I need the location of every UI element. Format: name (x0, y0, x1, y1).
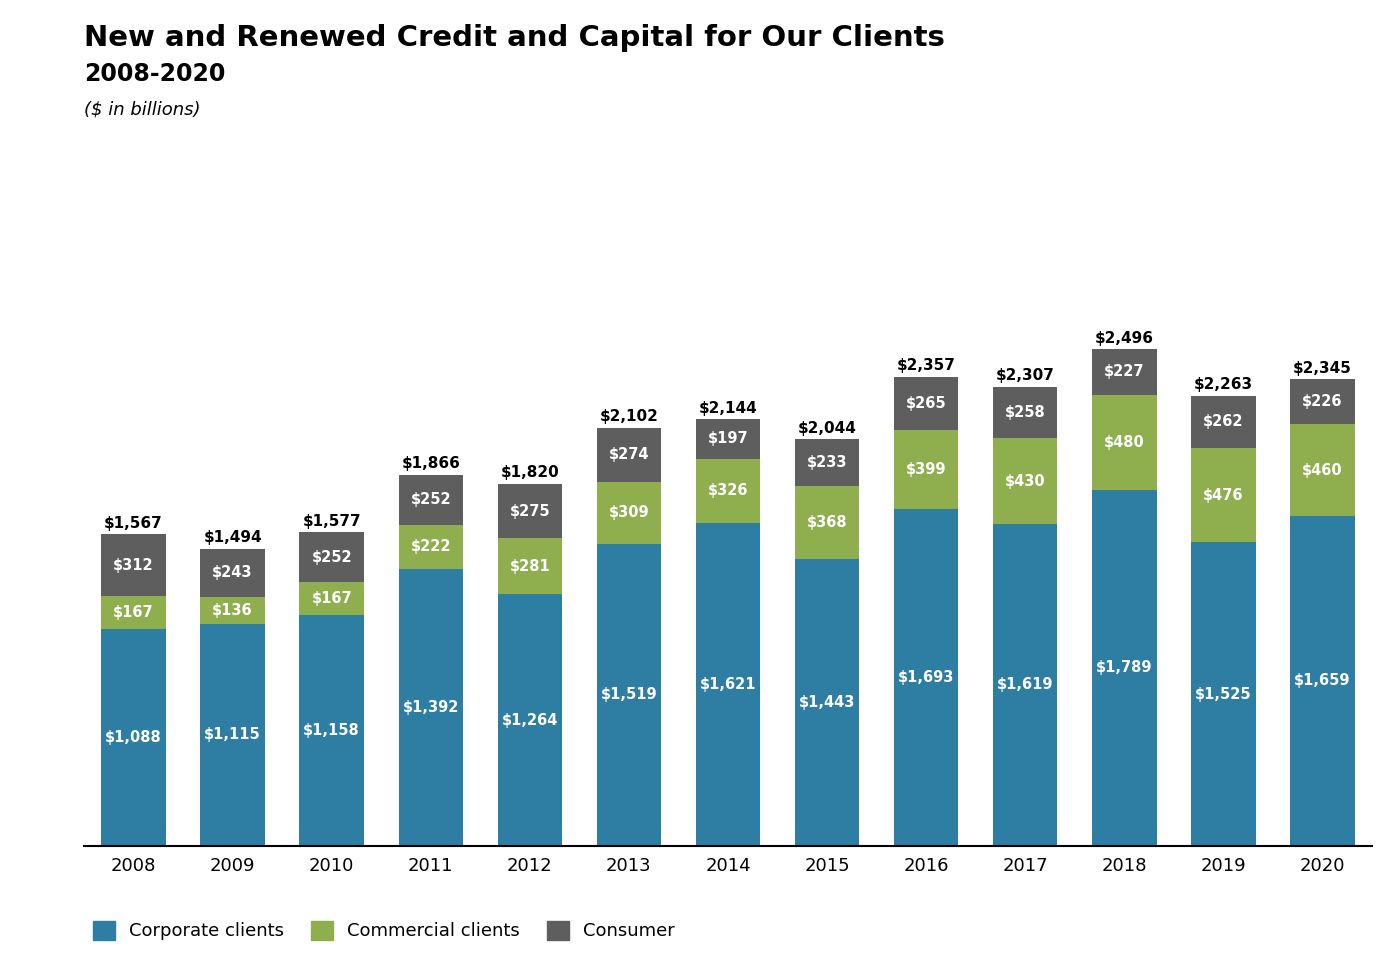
Text: $281: $281 (510, 559, 550, 574)
Bar (399, 475, 463, 525)
Text: $368: $368 (806, 515, 847, 530)
Bar (399, 569, 463, 846)
Text: $1,567: $1,567 (104, 515, 162, 530)
Text: $252: $252 (410, 492, 451, 507)
Text: $1,621: $1,621 (700, 678, 756, 692)
Bar (101, 596, 165, 629)
Bar (1291, 516, 1355, 846)
Text: $1,443: $1,443 (799, 695, 855, 710)
Text: $1,866: $1,866 (402, 456, 461, 471)
Text: $430: $430 (1005, 474, 1046, 488)
Bar (300, 615, 364, 846)
Bar (795, 439, 860, 485)
Text: ($ in billions): ($ in billions) (84, 101, 200, 119)
Text: $2,496: $2,496 (1095, 331, 1154, 346)
Text: $167: $167 (311, 591, 351, 606)
Text: $252: $252 (311, 550, 351, 565)
Bar (101, 534, 165, 596)
Text: $2,357: $2,357 (897, 358, 956, 374)
Bar (1191, 542, 1256, 846)
Legend: Corporate clients, Commercial clients, Consumer: Corporate clients, Commercial clients, C… (92, 921, 675, 941)
Bar (696, 524, 760, 846)
Text: $1,115: $1,115 (204, 727, 260, 742)
Text: $197: $197 (707, 431, 749, 447)
Text: $2,144: $2,144 (699, 401, 757, 416)
Text: $326: $326 (708, 483, 748, 499)
Bar (200, 597, 265, 624)
Text: $233: $233 (806, 455, 847, 470)
Bar (596, 482, 661, 544)
Bar (696, 419, 760, 458)
Bar (1291, 380, 1355, 425)
Bar (1191, 448, 1256, 542)
Text: $2,102: $2,102 (599, 409, 658, 424)
Bar (596, 428, 661, 482)
Text: $274: $274 (609, 448, 650, 462)
Bar (1092, 490, 1156, 846)
Bar (1291, 425, 1355, 516)
Text: $262: $262 (1203, 414, 1243, 430)
Bar (895, 377, 959, 430)
Text: $226: $226 (1302, 394, 1343, 409)
Text: $258: $258 (1005, 406, 1046, 420)
Text: $136: $136 (213, 603, 253, 618)
Bar (300, 582, 364, 615)
Text: $1,693: $1,693 (897, 670, 955, 685)
Text: $1,494: $1,494 (203, 530, 262, 545)
Text: $1,789: $1,789 (1096, 660, 1152, 676)
Text: New and Renewed Credit and Capital for Our Clients: New and Renewed Credit and Capital for O… (84, 24, 945, 52)
Bar (200, 624, 265, 846)
Text: $1,264: $1,264 (501, 712, 559, 727)
Text: $1,619: $1,619 (997, 678, 1053, 692)
Text: $227: $227 (1105, 364, 1145, 380)
Text: $167: $167 (113, 605, 154, 620)
Text: $2,345: $2,345 (1294, 360, 1352, 376)
Text: $2,263: $2,263 (1194, 377, 1253, 392)
Bar (497, 483, 561, 538)
Bar (993, 387, 1057, 438)
Text: $2,044: $2,044 (798, 421, 857, 435)
Bar (993, 438, 1057, 524)
Text: $1,525: $1,525 (1196, 686, 1252, 702)
Bar (795, 558, 860, 846)
Text: $275: $275 (510, 504, 550, 519)
Text: $460: $460 (1302, 462, 1343, 478)
Text: $476: $476 (1203, 487, 1243, 503)
Bar (993, 524, 1057, 846)
Text: $1,158: $1,158 (304, 723, 360, 738)
Text: $1,659: $1,659 (1294, 674, 1351, 688)
Text: $1,088: $1,088 (105, 730, 162, 745)
Text: $243: $243 (213, 565, 253, 580)
Bar (399, 525, 463, 569)
Bar (497, 538, 561, 594)
Text: $312: $312 (113, 557, 154, 573)
Text: 2008-2020: 2008-2020 (84, 62, 225, 86)
Bar (795, 485, 860, 558)
Bar (200, 549, 265, 597)
Text: $1,577: $1,577 (302, 513, 361, 529)
Bar (596, 544, 661, 846)
Text: $480: $480 (1105, 434, 1145, 450)
Bar (1191, 396, 1256, 448)
Text: $1,820: $1,820 (500, 465, 559, 480)
Bar (497, 594, 561, 846)
Text: $1,392: $1,392 (403, 700, 459, 715)
Bar (696, 458, 760, 524)
Text: $2,307: $2,307 (995, 368, 1054, 383)
Bar (895, 509, 959, 846)
Bar (101, 629, 165, 846)
Bar (300, 532, 364, 582)
Bar (895, 430, 959, 509)
Text: $1,519: $1,519 (601, 687, 657, 702)
Text: $265: $265 (906, 396, 946, 411)
Text: $309: $309 (609, 505, 650, 521)
Bar (1092, 350, 1156, 395)
Text: $222: $222 (410, 539, 451, 554)
Bar (1092, 395, 1156, 490)
Text: $399: $399 (906, 462, 946, 477)
